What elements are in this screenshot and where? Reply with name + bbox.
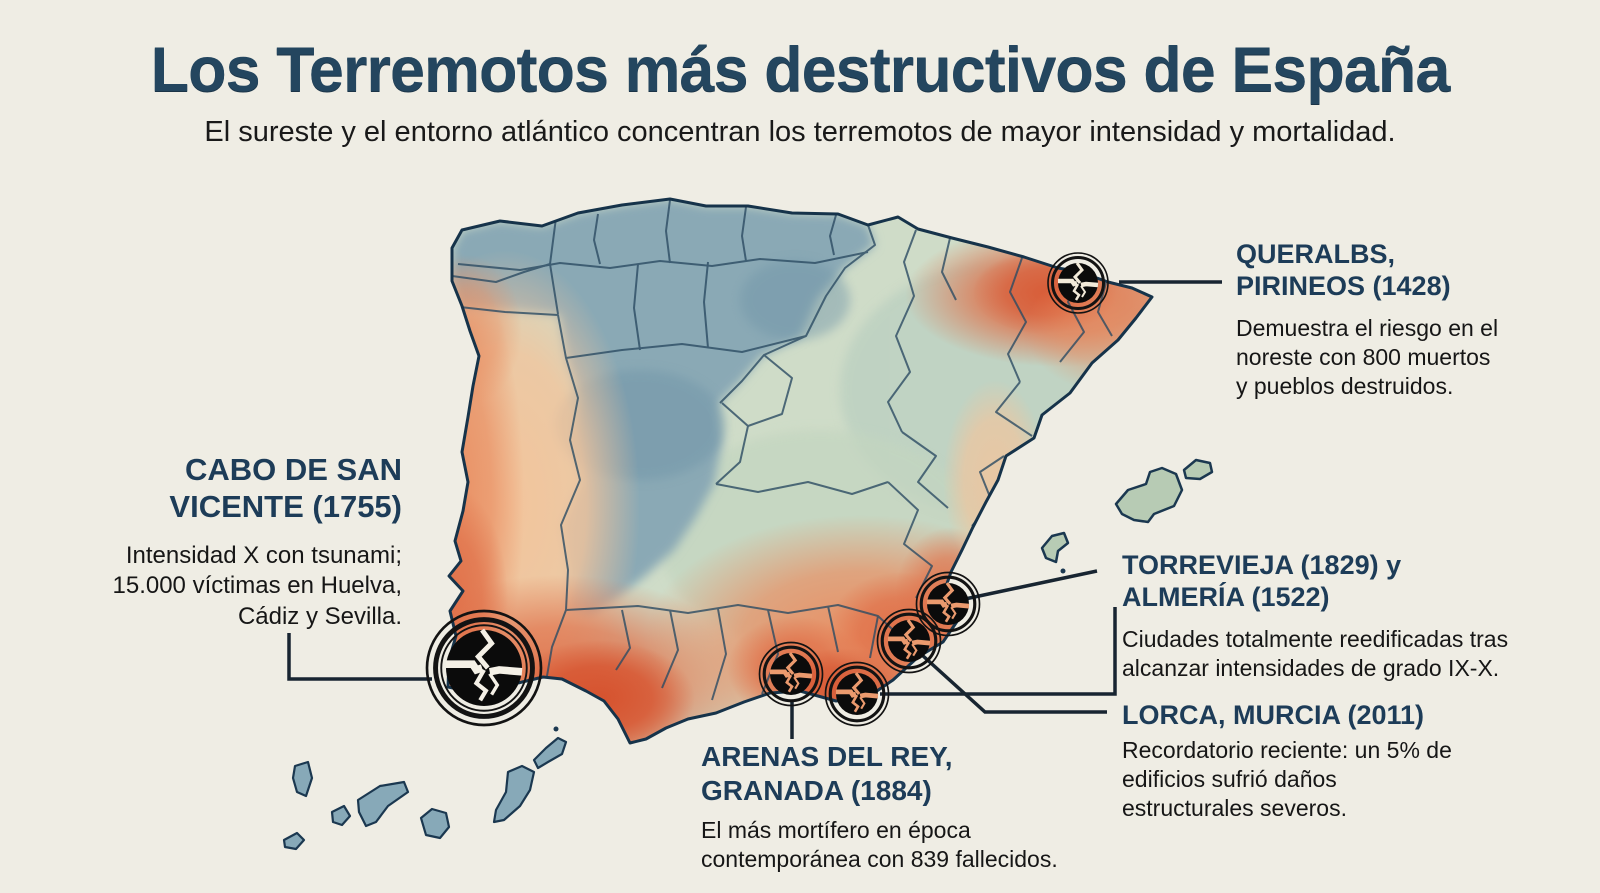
callout-queralbs: QUERALBS, PIRINEOS (1428) Demuestra el r… xyxy=(1236,238,1546,401)
callout-body: Ciudades totalmente reedificadas tras al… xyxy=(1122,625,1509,681)
header: Los Terremotos más destructivos de Españ… xyxy=(0,34,1600,149)
callout-title: TORREVIEJA (1829) y ALMERÍA (1522) xyxy=(1122,550,1402,613)
fuerteventura-island xyxy=(492,764,536,824)
peninsula-coastline xyxy=(446,197,1154,745)
callout-title: QUERALBS, PIRINEOS (1428) xyxy=(1236,239,1451,302)
callout-body: Recordatorio reciente: un 5% de edificio… xyxy=(1122,737,1452,822)
province-borders xyxy=(451,199,1113,701)
epicenter-marker-arenas xyxy=(758,641,824,707)
epicenter-marker-almeria xyxy=(824,661,890,727)
epicenter-marker-cabo xyxy=(425,609,543,727)
callout-lorca-murcia: LORCA, MURCIA (2011) Recordatorio recien… xyxy=(1122,699,1482,823)
callout-cabo-de-san-vicente: CABO DE SAN VICENTE (1755) Intensidad X … xyxy=(96,452,403,632)
gran-canaria-island xyxy=(419,807,451,840)
callout-body: Intensidad X con tsunami; 15.000 víctima… xyxy=(112,542,403,630)
epicenter-marker-torrevieja xyxy=(915,571,981,637)
callout-title: ARENAS DEL REY, GRANADA (1884) xyxy=(701,741,953,806)
callout-title: CABO DE SAN VICENTE (1755) xyxy=(169,452,402,524)
callout-body: Demuestra el riesgo en el noreste con 80… xyxy=(1236,314,1499,399)
la-gomera-island xyxy=(330,804,352,827)
page-subtitle: El sureste y el entorno atlántico concen… xyxy=(204,116,1396,148)
el-hierro-island xyxy=(282,831,306,851)
ibiza-island xyxy=(1040,531,1070,564)
lanzarote-island xyxy=(532,736,568,770)
callout-body: El más mortífero en época contemporánea … xyxy=(701,817,1058,873)
leader-line-lorca xyxy=(920,653,1107,714)
menorca-island xyxy=(1182,458,1214,481)
epicenter-marker-queralbs xyxy=(1047,252,1109,314)
balearic-islands xyxy=(1040,458,1214,574)
la-palma-island xyxy=(291,760,314,798)
mallorca-island xyxy=(1114,466,1184,524)
canary-islands xyxy=(282,726,568,851)
callout-arenas-del-rey: ARENAS DEL REY, GRANADA (1884) El más mo… xyxy=(701,740,1081,874)
leader-line-torrevieja xyxy=(964,569,1098,601)
tenerife-island xyxy=(356,780,410,828)
leader-line-cabo xyxy=(287,633,432,681)
callout-torrevieja-almeria: TORREVIEJA (1829) y ALMERÍA (1522) Ciuda… xyxy=(1122,549,1532,683)
epicenter-marker-lorca xyxy=(876,608,942,674)
callout-title: LORCA, MURCIA (2011) xyxy=(1122,700,1425,730)
leader-lines xyxy=(287,280,1222,739)
page-title: Los Terremotos más destructivos de Españ… xyxy=(150,35,1451,105)
leader-line-almeria xyxy=(880,607,1117,696)
